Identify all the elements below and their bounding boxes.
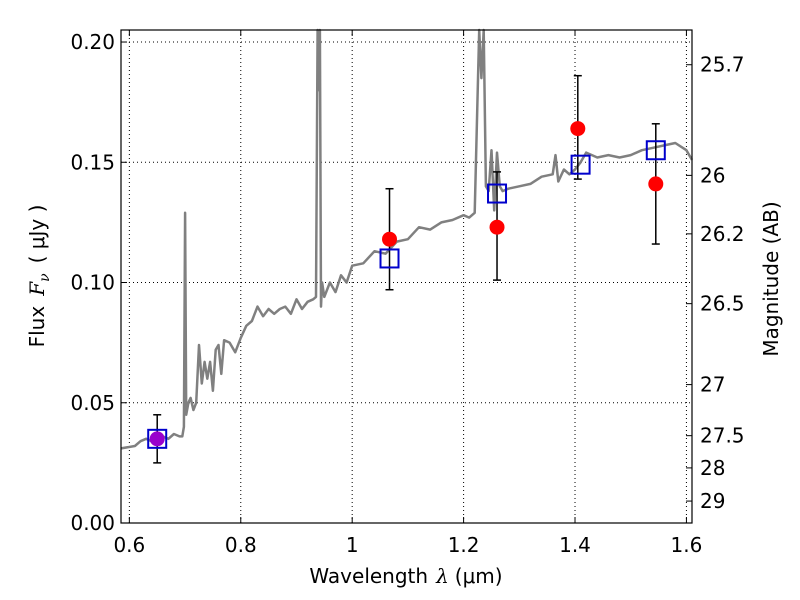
observed-point	[648, 176, 664, 192]
magnitude-axis: 25.7 26 26.2 26.5 27 27.5 28 29	[686, 53, 745, 513]
y-tick-label: 0.15	[70, 150, 115, 174]
y-tick-label: 0.05	[70, 391, 115, 415]
observed-point	[382, 231, 398, 247]
x-tick-label: 1	[346, 533, 359, 557]
y-tick-label: 0.20	[70, 30, 115, 54]
x-tick-label: 1.6	[671, 533, 703, 557]
model-bandpass-square	[147, 428, 168, 449]
plot-frame	[120, 29, 693, 524]
model-bandpass-square	[487, 183, 508, 204]
magnitude-tick-label: 26.5	[700, 292, 745, 316]
magnitude-tick-label: 29	[700, 489, 725, 513]
model-spectrum-line	[120, 28, 694, 450]
y-axis: 0.00 0.05 0.10 0.15 0.20	[70, 30, 127, 535]
observed-point	[489, 219, 505, 235]
magnitude-tick-label: 27	[700, 373, 725, 397]
y-tick-label: 0.10	[70, 271, 115, 295]
model-bandpass-square	[570, 154, 591, 175]
x-tick-label: 1.4	[559, 533, 591, 557]
error-bars	[153, 74, 660, 464]
x-tick-label: 0.8	[225, 533, 257, 557]
observed-point	[570, 121, 586, 137]
y-axis-label: FluxFν( μJy )	[25, 205, 53, 348]
observed-point	[149, 431, 165, 447]
spectrum-series	[120, 28, 694, 450]
model-bandpass-square	[379, 248, 400, 269]
grid	[121, 30, 692, 524]
magnitude-tick-label: 28	[700, 456, 725, 480]
magnitude-tick-label: 26	[700, 163, 725, 187]
x-tick-label: 1.2	[448, 533, 480, 557]
y-tick-label: 0.00	[70, 511, 115, 535]
observed-points	[149, 121, 664, 447]
model-squares	[147, 140, 666, 449]
magnitude-tick-label: 26.2	[700, 222, 745, 246]
x-axis: 0.6 0.8 1 1.2 1.4 1.6	[113, 30, 702, 557]
x-axis-label: Wavelength λ (μm)	[309, 564, 502, 588]
magnitude-tick-label: 27.5	[700, 424, 745, 448]
x-tick-label: 0.6	[113, 533, 145, 557]
right-axis-label: Magnitude (AB)	[759, 201, 783, 356]
magnitude-tick-label: 25.7	[700, 53, 745, 77]
model-bandpass-square	[645, 140, 666, 161]
